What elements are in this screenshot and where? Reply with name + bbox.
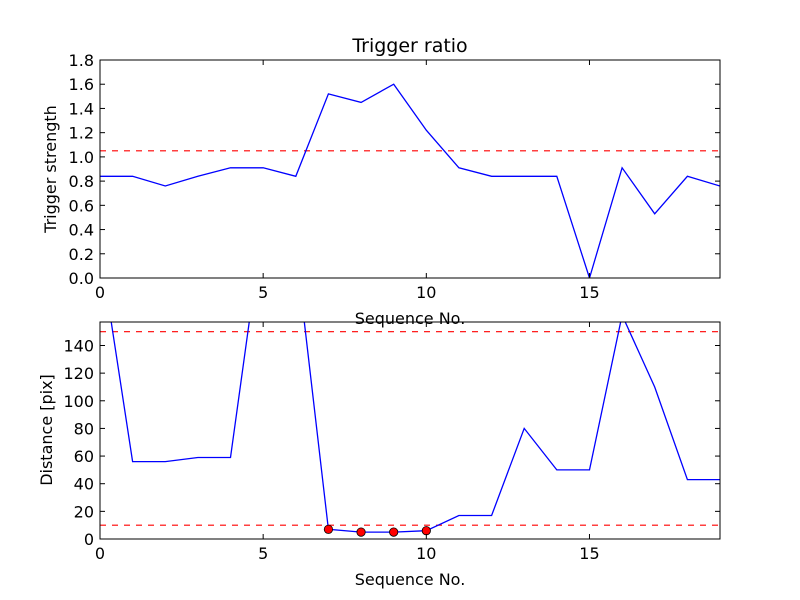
data-point-marker bbox=[323, 524, 334, 534]
y-tick-label: 1.6 bbox=[69, 75, 94, 94]
y-tick-label: 1.8 bbox=[69, 51, 94, 70]
x-tick-label: 10 bbox=[416, 283, 436, 302]
trigger-ratio-chart: Trigger ratio 0 5 10 15 0.0 0.2 0.4 0.6 0.8 1.0 1.… bbox=[41, 35, 721, 328]
x-axis-label: Sequence No. bbox=[355, 309, 466, 328]
x-tick-label: 0 bbox=[95, 283, 105, 302]
distance-chart: 0 5 10 15 0 20 40 60 80 100 120 140 Sequence No. Di… bbox=[37, 321, 721, 589]
y-tick-label: 100 bbox=[63, 392, 94, 411]
data-point-marker bbox=[356, 527, 366, 537]
x-tick-label: 15 bbox=[579, 283, 599, 302]
y-tick-label: 1.4 bbox=[69, 99, 94, 118]
axes-frame bbox=[99, 59, 721, 279]
data-point-marker bbox=[421, 526, 431, 536]
y-axis-label: Trigger strength bbox=[41, 105, 60, 234]
y-tick-label: 0.6 bbox=[69, 196, 94, 215]
y-tick-label: 20 bbox=[74, 502, 94, 521]
y-tick-label: 1.0 bbox=[69, 148, 94, 167]
y-tick-label: 0.0 bbox=[69, 269, 94, 288]
y-tick-label: 0.2 bbox=[69, 245, 94, 264]
y-tick-label: 0 bbox=[84, 530, 94, 549]
axis-ticks: 0 5 10 15 0 20 40 60 80 100 120 140 bbox=[63, 322, 720, 563]
y-tick-label: 1.2 bbox=[69, 124, 94, 143]
chart-title: Trigger ratio bbox=[351, 35, 467, 57]
y-axis-label: Distance [pix] bbox=[37, 374, 56, 486]
y-tick-label: 80 bbox=[74, 419, 94, 438]
x-tick-label: 15 bbox=[579, 544, 599, 563]
plot-area bbox=[100, 322, 720, 537]
x-tick-label: 5 bbox=[258, 283, 268, 302]
plot-area bbox=[100, 83, 720, 278]
x-tick-label: 10 bbox=[416, 544, 436, 563]
y-tick-label: 140 bbox=[63, 336, 94, 355]
y-tick-label: 0.4 bbox=[69, 221, 94, 240]
axis-ticks: 0 5 10 15 0.0 0.2 0.4 0.6 0.8 1.0 1.2 1.4 1.6 1.8 bbox=[69, 51, 720, 302]
y-tick-label: 0.8 bbox=[69, 172, 94, 191]
y-tick-label: 60 bbox=[74, 447, 94, 466]
axes-frame bbox=[99, 321, 721, 540]
y-tick-label: 120 bbox=[63, 364, 94, 383]
data-point-marker bbox=[389, 527, 399, 537]
series-line bbox=[100, 83, 720, 278]
x-tick-label: 0 bbox=[95, 544, 105, 563]
x-axis-label: Sequence No. bbox=[355, 570, 466, 589]
x-tick-label: 5 bbox=[258, 544, 268, 563]
y-tick-label: 40 bbox=[74, 475, 94, 494]
series-line bbox=[110, 322, 720, 533]
